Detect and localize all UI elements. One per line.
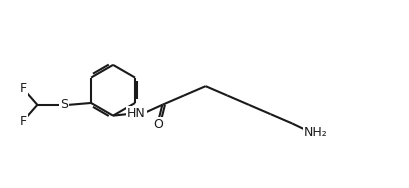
Text: NH₂: NH₂ [304,126,328,139]
Text: S: S [60,98,68,111]
Text: F: F [20,115,27,128]
Text: F: F [20,82,27,95]
Text: O: O [153,118,163,131]
Text: HN: HN [127,107,146,120]
